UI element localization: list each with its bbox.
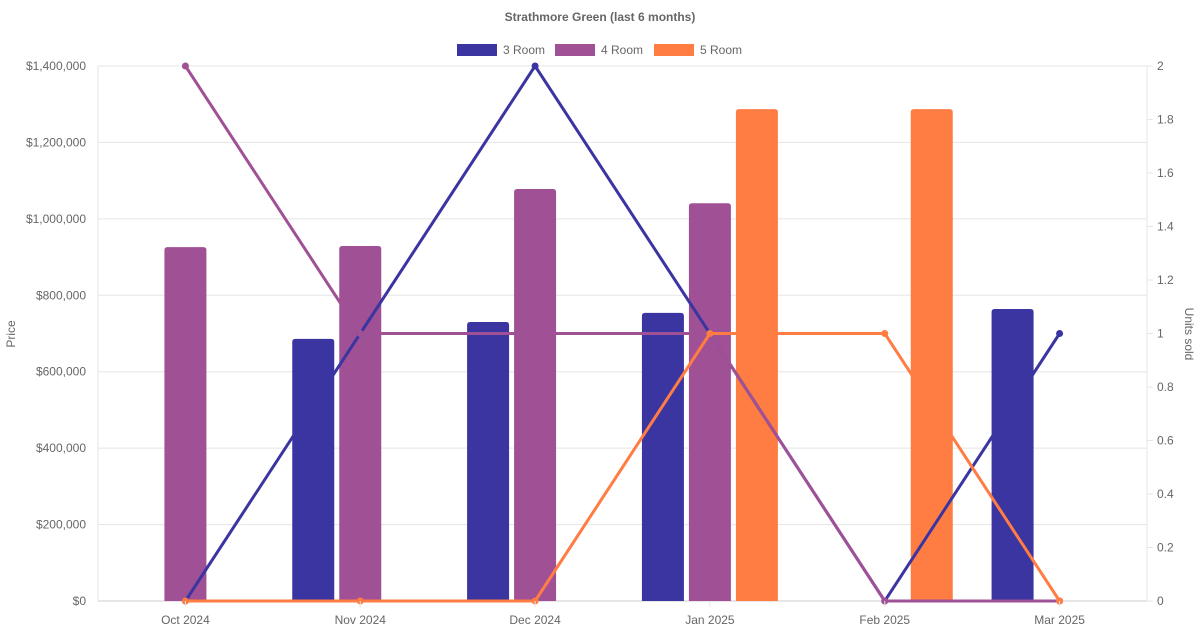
y2-tick-label: 1.4 <box>1157 220 1174 234</box>
line-3-room <box>184 64 1061 603</box>
bar-3-room <box>991 309 1034 601</box>
y-axis-title: Price <box>4 320 18 348</box>
bars <box>164 109 1034 602</box>
y-tick-label: $400,000 <box>36 441 86 455</box>
y-tick-label: $1,000,000 <box>26 212 86 226</box>
y-tick-label: $1,200,000 <box>26 135 86 149</box>
y-tick-label: $800,000 <box>36 288 86 302</box>
y-tick-label: $1,400,000 <box>26 59 86 73</box>
y2-tick-label: 0 <box>1157 594 1164 608</box>
point-5-room <box>881 330 889 337</box>
point-4-room <box>531 330 539 337</box>
grid <box>98 65 1147 602</box>
legend-label-5-room: 5 Room <box>700 43 742 57</box>
y2-tick-label: 0.6 <box>1157 434 1174 448</box>
y2-tick-label: 2 <box>1157 59 1164 73</box>
legend-swatch-3-room <box>457 44 497 56</box>
legend-label-3-room: 3 Room <box>503 43 545 57</box>
y-tick-label: $200,000 <box>36 518 86 532</box>
line-5-room <box>185 332 1061 603</box>
y-tick-label: $600,000 <box>36 365 86 379</box>
bar-5-room <box>910 109 953 602</box>
x-tick-label: Mar 2025 <box>1034 613 1085 627</box>
x-tick-label: Jan 2025 <box>685 613 735 627</box>
bar-4-room <box>514 189 557 602</box>
x-tick-label: Oct 2024 <box>161 613 210 627</box>
legend-swatch-4-room <box>555 44 595 56</box>
bar-5-room <box>735 109 778 602</box>
x-tick-label: Nov 2024 <box>335 613 387 627</box>
bar-4-room <box>688 203 731 602</box>
y2-axis-title: Units sold <box>1182 308 1196 361</box>
y2-tick-label: 1 <box>1157 327 1164 341</box>
legend: 3 Room 4 Room 5 Room <box>457 43 742 57</box>
y2-tick-label: 1.2 <box>1157 273 1174 287</box>
axes: $0 $200,000 $400,000 $600,000 $800,000 $1,000… <box>26 59 1174 627</box>
line-4-room <box>184 65 1060 603</box>
y2-tick-label: 1.6 <box>1157 166 1174 180</box>
point-3-room <box>1056 330 1064 337</box>
bar-4-room <box>339 245 382 601</box>
point-4-room <box>181 62 189 70</box>
y2-tick-label: 0.4 <box>1157 487 1174 501</box>
y2-tick-label: 1.8 <box>1157 113 1174 127</box>
x-tick-label: Dec 2024 <box>509 613 561 627</box>
point-4-room <box>356 330 364 337</box>
bar-3-room <box>641 312 684 601</box>
y2-tick-label: 0.8 <box>1157 380 1174 394</box>
legend-swatch-5-room <box>654 44 694 56</box>
lines <box>181 62 1064 605</box>
legend-label-4-room: 4 Room <box>601 43 643 57</box>
x-tick-label: Feb 2025 <box>859 613 910 627</box>
point-3-room <box>531 62 539 70</box>
y2-tick-label: 0.2 <box>1157 541 1174 555</box>
bar-4-room <box>164 247 207 601</box>
point-5-room <box>706 330 714 337</box>
bar-3-room <box>292 338 335 601</box>
bar-3-room <box>467 322 510 601</box>
chart-title: Strathmore Green (last 6 months) <box>505 10 696 24</box>
y-tick-label: $0 <box>73 594 87 608</box>
